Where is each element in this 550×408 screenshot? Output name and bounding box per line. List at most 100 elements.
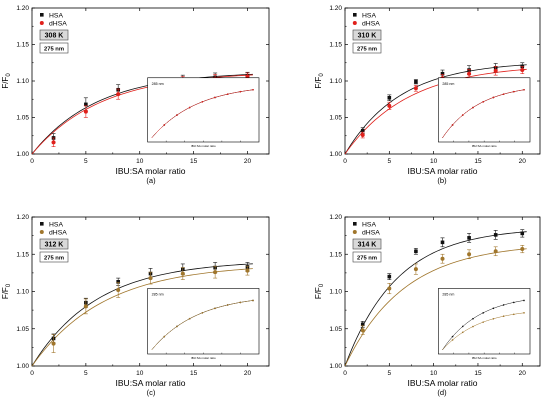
x-tick-label: 0 xyxy=(343,370,347,377)
data-point-dhsa xyxy=(360,133,365,138)
data-point-hsa xyxy=(414,79,418,84)
inset-point xyxy=(512,301,515,304)
data-point-hsa xyxy=(520,231,525,236)
inset-chart: 285 nm IBU:SA molar ratio xyxy=(147,77,260,148)
legend-label: dHSA xyxy=(362,20,380,27)
data-point-hsa xyxy=(84,102,88,107)
inset-point xyxy=(252,299,254,302)
legend-marker xyxy=(352,21,357,25)
y-tick-label: 1.00 xyxy=(329,363,342,370)
x-tick-label: 10 xyxy=(136,370,144,377)
inset-point xyxy=(461,325,464,328)
temperature-label: 310 K xyxy=(358,33,377,40)
x-tick-label: 15 xyxy=(190,158,198,165)
x-tick-label: 0 xyxy=(30,158,34,165)
inset-x-label: IBU:SA molar ratio xyxy=(472,144,497,148)
legend-marker xyxy=(40,222,44,226)
x-tick-label: 5 xyxy=(84,370,88,377)
data-point-dhsa xyxy=(387,103,392,108)
inset-point xyxy=(461,331,464,334)
inset-chart: 285 nm IBU:SA molar ratio xyxy=(147,288,260,360)
legend-label: dHSA xyxy=(362,229,380,236)
legend-marker xyxy=(39,21,44,25)
wavelength-label: 275 nm xyxy=(357,255,377,261)
data-point-dhsa xyxy=(116,288,121,293)
panel-label: (d) xyxy=(437,388,447,397)
y-tick-label: 1.05 xyxy=(329,115,342,122)
data-point-dhsa xyxy=(116,92,121,97)
inset-point xyxy=(226,93,229,95)
y-axis-label: F/F0 xyxy=(314,283,325,299)
wavelength-label: 275 nm xyxy=(44,255,64,261)
y-axis-label-main: F/F xyxy=(314,287,323,299)
data-point-dhsa xyxy=(387,286,392,291)
data-point-dhsa xyxy=(83,109,88,114)
inset-title: 285 nm xyxy=(152,292,164,296)
legend-label: HSA xyxy=(49,12,63,19)
data-point-hsa xyxy=(414,249,418,254)
inset-point xyxy=(214,96,216,99)
inset-point xyxy=(188,106,191,109)
x-tick-label: 5 xyxy=(84,158,88,165)
y-tick-label: 1.00 xyxy=(329,151,342,158)
wavelength-box xyxy=(39,251,69,263)
inset-point xyxy=(176,114,178,116)
inset-point xyxy=(451,335,454,338)
inset-point xyxy=(512,90,515,93)
y-tick-label: 1.15 xyxy=(16,42,29,49)
y-tick-label: 1.00 xyxy=(16,151,29,158)
y-tick-label: 1.05 xyxy=(329,326,342,333)
x-tick-label: 5 xyxy=(388,158,392,165)
x-tick-label: 20 xyxy=(519,370,527,377)
y-axis-label: F/F0 xyxy=(1,283,12,299)
inset-point xyxy=(482,321,484,323)
inset-point xyxy=(252,88,254,91)
data-point-hsa xyxy=(467,236,471,240)
inset-frame xyxy=(147,77,260,143)
y-axis-label-main: F/F xyxy=(1,287,10,299)
inset-point xyxy=(461,114,464,116)
y-axis-label-subscript: 0 xyxy=(319,283,325,287)
y-tick-label: 1.05 xyxy=(16,326,29,333)
data-point-dhsa xyxy=(440,256,445,261)
inset-point xyxy=(502,93,505,95)
y-tick-label: 1.15 xyxy=(329,251,342,258)
temperature-box xyxy=(352,238,382,250)
temperature-label: 312 K xyxy=(45,242,64,249)
data-point-hsa xyxy=(440,71,445,76)
chart-panel: 0 5 10 15 20 1.00 1.05 1.10 1.15 1.20 IBU:SA molar… xyxy=(314,214,541,397)
x-tick-label: 15 xyxy=(474,370,482,377)
data-point-hsa xyxy=(116,280,120,284)
temperature-box xyxy=(39,238,69,250)
x-tick-label: 5 xyxy=(388,370,392,377)
inset-point xyxy=(188,317,191,320)
inset-title: 285 nm xyxy=(442,292,454,296)
data-point-hsa xyxy=(360,128,365,133)
wavelength-box xyxy=(352,42,382,54)
inset-point xyxy=(523,312,525,314)
data-point-dhsa xyxy=(83,304,88,309)
data-point-dhsa xyxy=(493,249,498,254)
data-point-dhsa xyxy=(148,276,153,281)
legend-label: dHSA xyxy=(49,20,67,27)
panel-label: (b) xyxy=(437,176,447,185)
x-tick-label: 0 xyxy=(30,370,34,377)
inset-point xyxy=(502,304,505,306)
x-axis-label: IBU:SA molar ratio xyxy=(116,378,186,388)
data-point-hsa xyxy=(440,240,445,245)
y-tick-label: 1.00 xyxy=(16,363,29,370)
chart-panel: 0 5 10 15 20 1.00 1.05 1.10 1.15 1.20 IBU:SA molar… xyxy=(1,214,270,397)
y-tick-label: 1.20 xyxy=(16,214,29,221)
inset-point xyxy=(226,304,229,306)
inset-point xyxy=(214,307,216,310)
inset-point xyxy=(201,101,204,103)
inset-frame xyxy=(147,288,260,355)
inset-frame xyxy=(438,288,531,355)
inset-title: 285 nm xyxy=(442,82,454,86)
wavelength-label: 275 nm xyxy=(357,46,377,52)
x-tick-label: 10 xyxy=(136,158,144,165)
y-tick-label: 1.05 xyxy=(16,115,29,122)
temperature-box xyxy=(39,29,69,41)
panel-label: (c) xyxy=(147,388,156,397)
inset-title: 285 nm xyxy=(152,82,164,86)
